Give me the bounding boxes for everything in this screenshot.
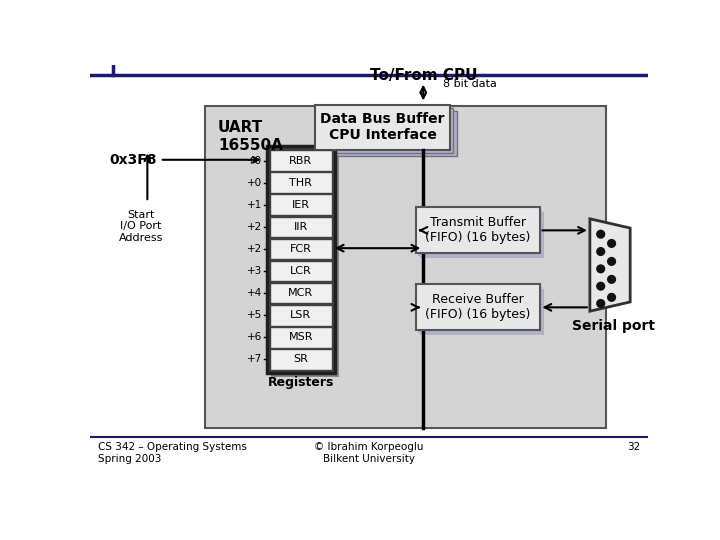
Bar [204,106,606,428]
Text: FCR: FCR [290,244,312,254]
Text: 32: 32 [627,442,640,452]
Text: +5: +5 [247,310,262,320]
Circle shape [597,231,605,238]
Text: Start
I/O Port
Address: Start I/O Port Address [119,210,163,243]
Bar [270,239,332,259]
Text: CS 342 – Operating Systems
Spring 2003: CS 342 – Operating Systems Spring 2003 [98,442,247,464]
Bar [420,289,544,335]
Text: MCR: MCR [288,288,313,298]
Text: +6: +6 [247,332,262,342]
Bar [270,150,332,171]
Circle shape [597,300,605,307]
Bar [270,305,332,326]
Circle shape [597,265,605,273]
Bar [415,284,539,330]
Text: Serial port: Serial port [572,319,655,333]
Bar [270,261,332,281]
Text: UART
16550A: UART 16550A [218,120,283,153]
Text: Transmit Buffer
(FIFO) (16 bytes): Transmit Buffer (FIFO) (16 bytes) [425,217,530,244]
Text: +2: +2 [247,244,262,254]
Bar [420,212,544,258]
Circle shape [608,258,616,265]
Text: To/From CPU: To/From CPU [369,68,477,83]
Text: +3: +3 [247,266,262,276]
Bar [266,146,335,373]
Text: 0x3F8: 0x3F8 [109,153,157,167]
Text: 8 bit data: 8 bit data [443,79,497,89]
Bar [418,210,542,256]
Text: THR: THR [289,178,312,187]
Text: MSR: MSR [289,332,313,342]
Text: Data Bus Buffer
CPU Interface: Data Bus Buffer CPU Interface [320,112,445,142]
Text: Registers: Registers [268,376,334,389]
Circle shape [597,248,605,255]
Text: IIR: IIR [294,222,308,232]
Text: © Ibrahim Korpeoglu
Bilkent University: © Ibrahim Korpeoglu Bilkent University [314,442,424,464]
Circle shape [608,240,616,247]
Bar [270,194,332,215]
Circle shape [597,282,605,290]
Bar [418,287,542,333]
Text: +0: +0 [247,156,262,166]
Bar [321,111,456,156]
Bar [270,172,332,193]
Bar [415,207,539,253]
Bar [270,217,332,237]
Circle shape [608,275,616,283]
Text: +2: +2 [247,222,262,232]
Text: Receive Buffer
(FIFO) (16 bytes): Receive Buffer (FIFO) (16 bytes) [425,293,530,321]
Bar [270,283,332,303]
Bar [270,327,332,348]
Text: +7: +7 [247,354,262,364]
Text: SR: SR [293,354,308,364]
Text: +4: +4 [247,288,262,298]
Bar [315,105,451,150]
Text: IER: IER [292,200,310,210]
Bar [271,150,339,377]
Bar [318,108,454,153]
Text: RBR: RBR [289,156,312,166]
Polygon shape [590,219,630,311]
Bar [269,148,337,375]
Text: LSR: LSR [290,310,311,320]
Text: +0: +0 [247,178,262,187]
Text: LCR: LCR [290,266,312,276]
Circle shape [608,294,616,301]
Bar [270,349,332,370]
Text: +1: +1 [247,200,262,210]
